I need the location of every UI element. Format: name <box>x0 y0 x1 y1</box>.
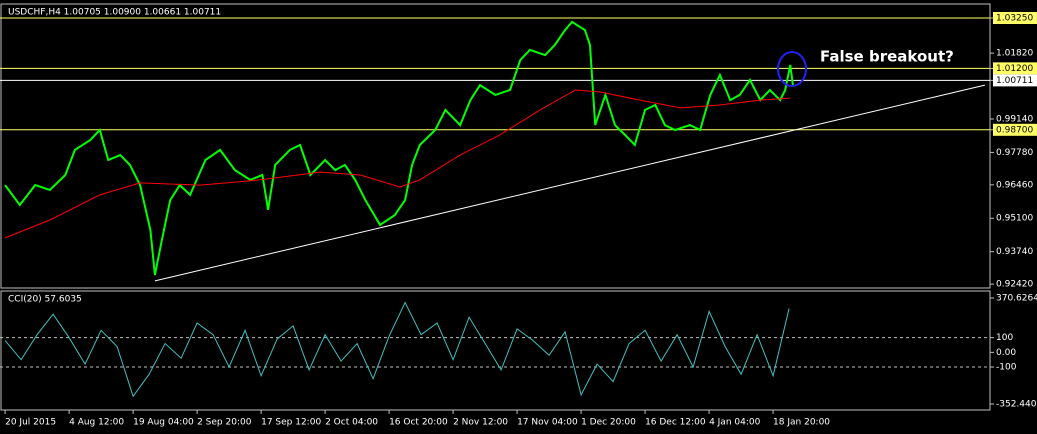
y-tick-label: 0.95100 <box>996 214 1033 224</box>
x-tick-label: 16 Oct 20:00 <box>389 418 448 428</box>
highlight-circle <box>777 51 807 87</box>
price-label-box <box>993 74 1037 87</box>
x-tick-label: 19 Aug 04:00 <box>133 418 194 428</box>
y-tick-label: 100 <box>996 333 1013 343</box>
chart-title: CCI(20) 57.6035 <box>8 295 82 305</box>
y-tick-label: 0.92420 <box>996 280 1033 290</box>
x-tick-label: 20 Jul 2015 <box>5 418 56 428</box>
x-tick-label: 16 Dec 12:00 <box>645 418 706 428</box>
y-tick-label: -352.4404 <box>996 399 1037 409</box>
series-line <box>4 89 791 239</box>
x-tick-label: 1 Dec 20:00 <box>581 418 636 428</box>
x-tick-label: 17 Sep 12:00 <box>261 418 321 428</box>
annotation: False breakout? <box>820 48 954 66</box>
y-tick-label: 0.00 <box>996 348 1016 358</box>
y-tick-label: 0.99140 <box>996 114 1033 124</box>
x-tick-label: 2 Sep 20:00 <box>197 418 252 428</box>
x-tick-label: 18 Jan 20:00 <box>773 418 830 428</box>
y-tick-label: 1.01820 <box>996 49 1033 59</box>
price-label-box <box>993 62 1037 75</box>
x-tick-label: 2 Nov 12:00 <box>453 418 508 428</box>
y-tick-label: 0.93740 <box>996 247 1033 257</box>
x-tick-label: 4 Aug 12:00 <box>69 418 124 428</box>
x-tick-label: 4 Jan 04:00 <box>709 418 761 428</box>
y-tick-label: 370.6264 <box>996 294 1037 304</box>
y-tick-label: -100 <box>996 362 1017 372</box>
price-label-box <box>993 12 1037 25</box>
y-tick-label: 1.00711 <box>996 76 1033 86</box>
y-tick-label: 1.01200 <box>996 64 1033 74</box>
x-tick-label: 2 Oct 04:00 <box>325 418 378 428</box>
y-tick-label: 0.98700 <box>996 125 1033 135</box>
series-line <box>4 301 790 398</box>
x-tick-label: 17 Nov 04:00 <box>517 418 578 428</box>
plot-frame <box>0 3 991 289</box>
chart-title: USDCHF,H4 1.00705 1.00900 1.00661 1.0071… <box>8 8 221 18</box>
y-tick-label: 1.03250 <box>996 14 1033 24</box>
plot-frame <box>0 290 991 411</box>
trendline <box>154 84 986 282</box>
y-tick-label: 0.96460 <box>996 180 1033 190</box>
series-line <box>4 20 794 276</box>
y-tick-label: 0.97780 <box>996 148 1033 158</box>
price-label-box <box>993 123 1037 136</box>
